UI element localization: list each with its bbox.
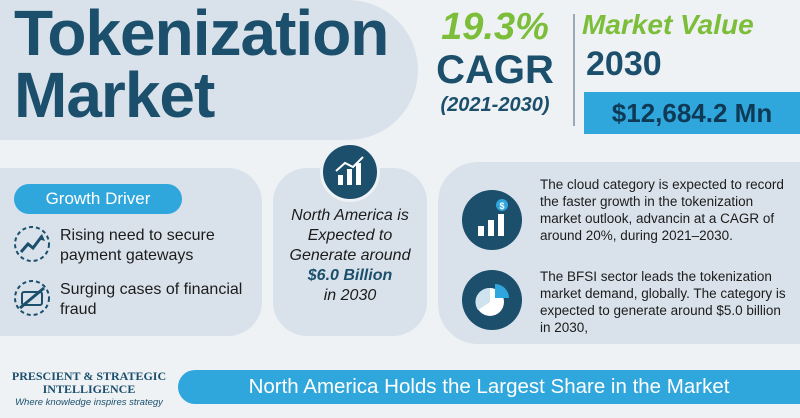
region-description: North America is Expected to Generate ar… [289,207,411,264]
cagr-label: CAGR [436,48,554,92]
growth-driver-item-2: Surging cases of financial fraud [60,281,243,318]
logo-tagline: Where knowledge inspires strategy [15,397,163,408]
insight-cloud: The cloud category is expected to record… [540,177,784,243]
pie-chart-icon [462,270,522,330]
title-panel [0,0,418,140]
insight-bfsi: The BFSI sector leads the tokenization m… [540,269,786,335]
divider [573,14,575,126]
fraud-alert-icon [12,278,52,318]
cagr-percent: 19.3% [441,6,549,48]
market-value-label: Market Value [582,9,754,40]
region-amount: $6.0 Billion [307,267,393,284]
market-value-year: 2030 [586,45,662,83]
region-year: in 2030 [323,287,377,304]
growth-dollar-icon: $ [462,190,522,250]
growth-driver-heading: Growth Driver [14,184,182,214]
footer-banner: North America Holds the Largest Share in… [178,370,800,404]
page-title: Tokenization Market [14,0,389,131]
region-text: North America is Expected to Generate ar… [280,206,420,306]
bar-chart-icon [320,142,380,202]
svg-text:$: $ [499,201,504,211]
rising-chart-icon [12,224,52,264]
cagr-period: (2021-2030) [440,94,550,116]
market-value-amount: $12,684.2 Mn [584,92,800,134]
logo-name: PRESCIENT & STRATEGIC INTELLIGENCE [11,369,167,396]
growth-driver-item-1: Rising need to secure payment gateways [60,227,215,264]
